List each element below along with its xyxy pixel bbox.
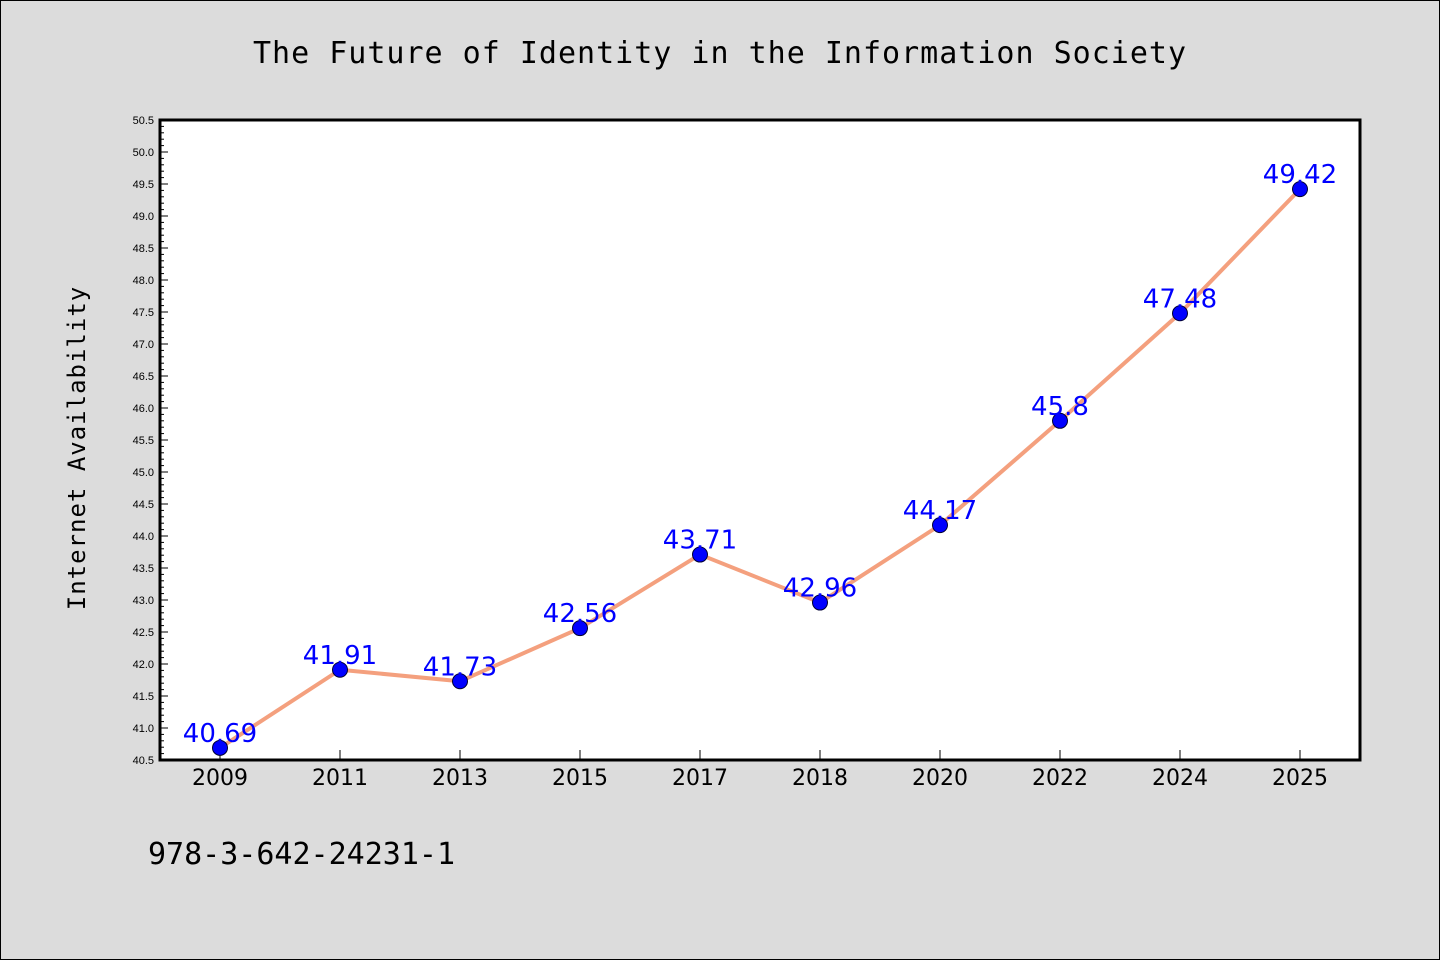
y-tick-label: 50.5 (133, 115, 154, 127)
series-markers (212, 181, 1308, 756)
data-value-label: 42.56 (543, 599, 617, 629)
data-point (1052, 412, 1068, 429)
y-tick-label: 40.5 (133, 755, 154, 767)
data-point (452, 673, 468, 690)
data-point (932, 517, 948, 534)
y-tick-label: 43.0 (133, 595, 154, 607)
data-point (692, 546, 708, 563)
y-tick-label: 45.0 (133, 467, 154, 479)
x-tick-label: 2024 (1152, 766, 1208, 791)
data-point (1292, 181, 1308, 198)
data-point (812, 594, 828, 611)
data-point (212, 739, 228, 756)
x-tick-label: 2013 (432, 766, 488, 791)
chart-title: The Future of Identity in the Informatio… (253, 36, 1187, 71)
y-tick-label: 44.5 (133, 499, 154, 511)
data-value-label: 42.96 (783, 574, 857, 604)
data-value-label: 47.48 (1143, 284, 1217, 314)
x-tick-label: 2025 (1272, 766, 1328, 791)
y-tick-label: 49.5 (133, 179, 154, 191)
x-axis-ticks: 2009 2011 2013 2015 2017 2018 2020 2022 2024 2025 (192, 750, 1328, 791)
data-value-label: 41.73 (423, 652, 497, 682)
x-tick-label: 2015 (552, 766, 608, 791)
data-labels: 40.69 41.91 41.73 42.56 43.71 42.96 44.17 45.8 4… (183, 160, 1337, 749)
data-value-label: 40.69 (183, 719, 257, 749)
y-tick-label: 48.5 (133, 243, 154, 255)
data-value-label: 49.42 (1263, 160, 1337, 190)
y-axis-label: Internet Availability (63, 286, 91, 610)
series-line (218, 187, 1302, 750)
y-tick-label: 43.5 (133, 563, 154, 575)
y-tick-label: 42.5 (133, 627, 154, 639)
plot-area (158, 118, 1362, 762)
footer-isbn: 978-3-642-24231-1 (148, 837, 455, 872)
y-axis-ticks: 40.5 41.0 41.5 42.0 42.5 43.0 43.5 44.0 44.5 45.0… (133, 115, 168, 767)
x-tick-label: 2018 (792, 766, 848, 791)
y-tick-label: 48.0 (133, 275, 154, 287)
data-value-label: 41.91 (303, 641, 377, 671)
x-tick-label: 2009 (192, 766, 248, 791)
data-value-label: 45.8 (1031, 392, 1089, 422)
x-tick-label: 2017 (672, 766, 728, 791)
y-tick-label: 41.0 (133, 723, 154, 735)
series-line-group (218, 187, 1302, 750)
y-tick-label: 47.0 (133, 339, 154, 351)
data-point (332, 661, 348, 678)
y-tick-label: 44.0 (133, 531, 154, 543)
y-tick-label: 46.5 (133, 371, 154, 383)
y-tick-label: 47.5 (133, 307, 154, 319)
data-value-label: 43.71 (663, 526, 737, 556)
data-point (572, 620, 588, 637)
y-tick-label: 42.0 (133, 659, 154, 671)
y-tick-label: 41.5 (133, 691, 154, 703)
y-tick-label: 46.0 (133, 403, 154, 415)
y-tick-label: 45.5 (133, 435, 154, 447)
x-tick-label: 2022 (1032, 766, 1088, 791)
x-tick-label: 2011 (312, 766, 368, 791)
data-point (1172, 305, 1188, 322)
x-tick-label: 2020 (912, 766, 968, 791)
data-value-label: 44.17 (903, 496, 977, 526)
y-tick-label: 49.0 (133, 211, 154, 223)
y-tick-label: 50.0 (133, 147, 154, 159)
